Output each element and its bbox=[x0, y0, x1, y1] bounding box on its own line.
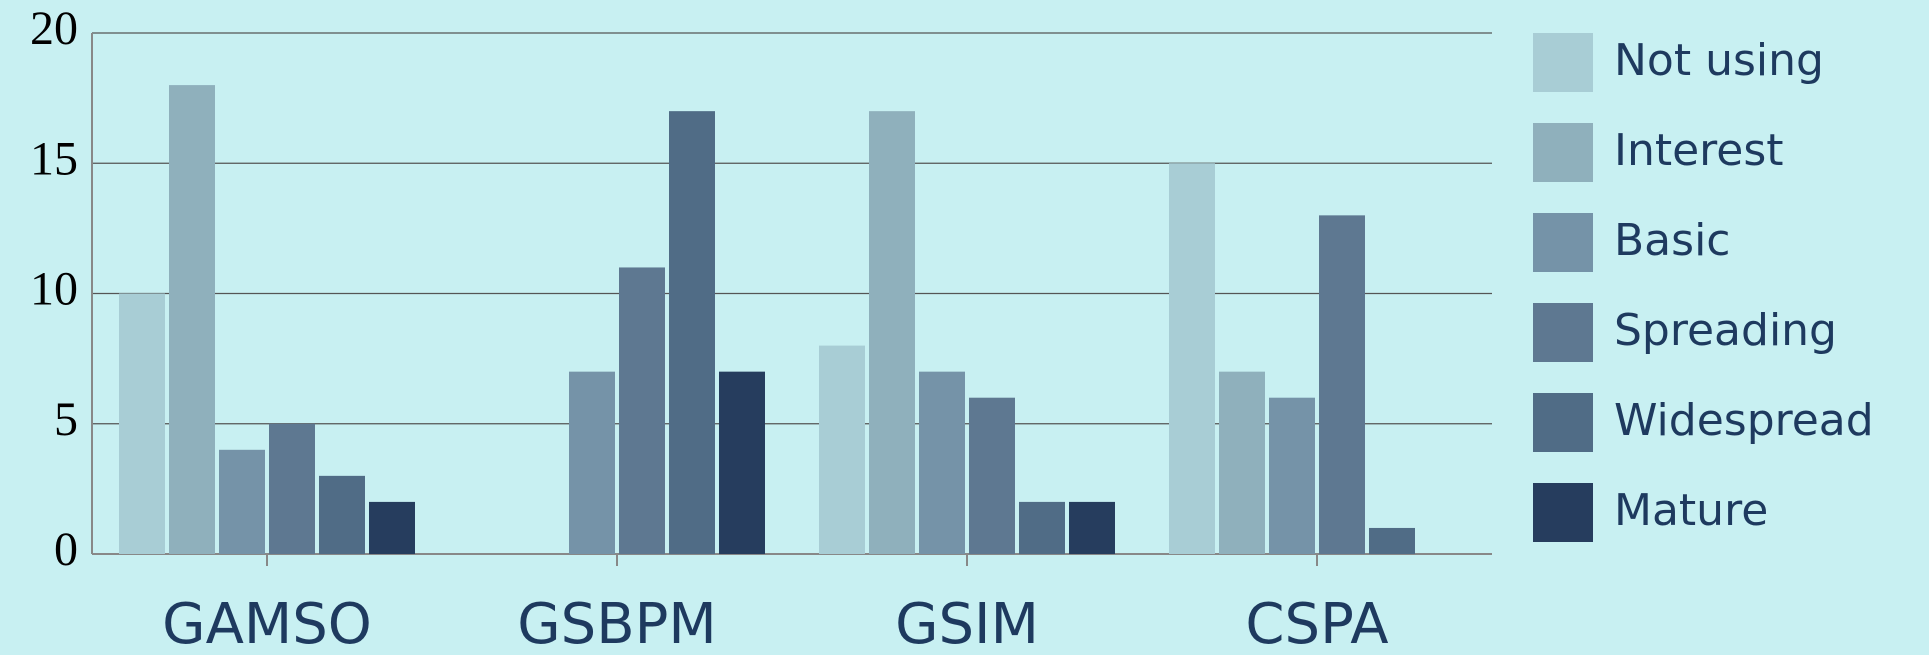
legend-swatch bbox=[1533, 303, 1593, 362]
y-tick-label: 0 bbox=[54, 523, 78, 576]
x-tick-label: GSBPM bbox=[517, 592, 716, 655]
legend-swatch bbox=[1533, 213, 1593, 272]
legend-label: Basic bbox=[1614, 215, 1731, 266]
bar bbox=[869, 111, 915, 555]
x-tick-label: GSIM bbox=[895, 592, 1039, 655]
legend-label: Mature bbox=[1614, 485, 1768, 536]
bar bbox=[119, 293, 165, 554]
legend-swatch bbox=[1533, 393, 1593, 452]
y-tick-label: 5 bbox=[54, 393, 78, 446]
bar bbox=[1019, 501, 1065, 554]
bar bbox=[319, 475, 365, 554]
legend-label: Not using bbox=[1614, 35, 1824, 86]
bar bbox=[969, 397, 1015, 554]
bar bbox=[1369, 527, 1415, 554]
legend-label: Interest bbox=[1614, 125, 1784, 176]
bar bbox=[169, 85, 215, 554]
bar bbox=[219, 449, 265, 554]
bar bbox=[919, 371, 965, 554]
x-tick-label: CSPA bbox=[1245, 592, 1388, 655]
bar bbox=[369, 501, 415, 554]
legend-swatch bbox=[1533, 123, 1593, 182]
bar bbox=[569, 371, 615, 554]
bar bbox=[619, 267, 665, 554]
y-tick-label: 15 bbox=[30, 132, 78, 185]
bar bbox=[269, 423, 315, 554]
bar bbox=[719, 371, 765, 554]
legend-swatch bbox=[1533, 33, 1593, 92]
bar bbox=[1269, 397, 1315, 554]
bar bbox=[1319, 215, 1365, 554]
y-tick-label: 20 bbox=[30, 2, 78, 55]
bar bbox=[1219, 371, 1265, 554]
bar bbox=[1169, 163, 1215, 554]
legend-label: Spreading bbox=[1614, 305, 1837, 356]
y-tick-label: 10 bbox=[30, 263, 78, 316]
legend-label: Widespread bbox=[1614, 395, 1874, 446]
bar bbox=[819, 345, 865, 554]
bar bbox=[1069, 501, 1115, 554]
bar bbox=[669, 111, 715, 555]
legend-swatch bbox=[1533, 483, 1593, 542]
x-tick-label: GAMSO bbox=[162, 592, 372, 655]
